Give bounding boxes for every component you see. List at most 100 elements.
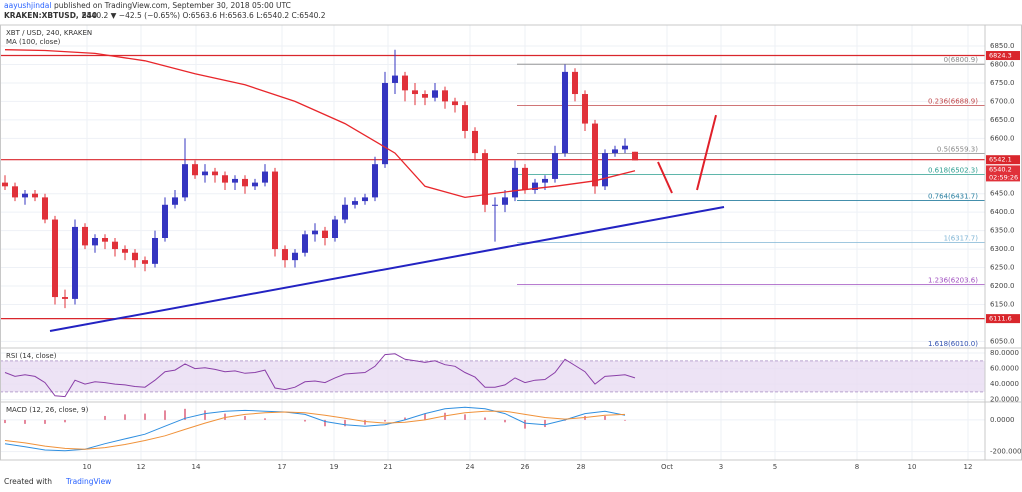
candle-body <box>362 197 368 202</box>
macd-pane <box>0 402 985 460</box>
candle-body <box>202 171 208 176</box>
x-tick-label: 3 <box>719 463 723 471</box>
candle-body <box>102 237 108 242</box>
y-tick-label: 6300.0 <box>990 245 1015 253</box>
x-tick-label: 5 <box>773 463 777 471</box>
candle-body <box>22 193 28 198</box>
y-tick-label: 60.0000 <box>990 365 1019 373</box>
candle-body <box>282 249 288 261</box>
price-badge <box>986 314 1020 324</box>
macd-histogram <box>224 413 226 420</box>
candle-body <box>62 297 68 299</box>
candle-body <box>532 182 538 191</box>
rsi-line <box>4 353 636 398</box>
ma-legend: MA (100, close) <box>6 38 61 46</box>
candle-body <box>342 204 348 220</box>
macd-histogram <box>164 410 166 420</box>
author[interactable]: aayushjindal <box>4 1 51 10</box>
x-tick-label: 24 <box>466 463 475 471</box>
price-badge-label: 6111.6 <box>989 315 1012 323</box>
y-tick-label: 20.0000 <box>990 396 1019 404</box>
macd-histogram <box>504 419 506 423</box>
candle-body <box>332 219 338 238</box>
candle-body <box>472 130 478 154</box>
price-badge <box>986 51 1020 61</box>
y-tick-label: -200.0000 <box>990 448 1022 456</box>
price-pane <box>0 25 985 348</box>
fib-label: 0.236(6688.9) <box>928 98 978 106</box>
candle-body <box>302 234 308 253</box>
candle-body <box>432 90 438 98</box>
projection <box>657 114 717 194</box>
candle-body <box>482 153 488 205</box>
candle-body <box>632 151 638 161</box>
y-tick-label: 6750.0 <box>990 79 1015 87</box>
symbol: KRAKEN:XBTUSD, 240 <box>4 11 97 20</box>
candle-body <box>602 153 608 187</box>
x-tick-label: 12 <box>964 463 973 471</box>
fib-label: 0.5(6559.3) <box>937 145 978 153</box>
candle-body <box>212 171 218 176</box>
candle-body <box>582 94 588 124</box>
candle-body <box>312 230 318 235</box>
candle-body <box>402 75 408 91</box>
candle-body <box>372 164 378 198</box>
x-tick-label: 19 <box>330 463 339 471</box>
macd-line <box>4 406 626 452</box>
rsi-pane <box>0 348 985 402</box>
fib-label: 1.618(6010.0) <box>928 340 978 348</box>
candle-body <box>122 249 128 253</box>
macd-histogram <box>204 410 206 420</box>
macd-histogram <box>384 419 386 422</box>
candle-body <box>162 204 168 238</box>
y-tick-label: 6800.0 <box>990 60 1015 68</box>
y-tick-label: 0.0000 <box>990 416 1015 424</box>
last-price-badge <box>986 165 1020 182</box>
candle-body <box>442 90 448 102</box>
macd-histogram <box>104 415 106 420</box>
candle-body <box>42 197 48 220</box>
macd-histogram <box>604 415 606 420</box>
footer-text: Created with <box>4 477 52 486</box>
candle-body <box>192 164 198 176</box>
x-tick-label: 12 <box>137 463 146 471</box>
quote: 6540.2 ▼ −42.5 (−0.65%) O:6563.6 H:6563.… <box>82 11 326 20</box>
candle-body <box>182 164 188 198</box>
macd-histogram <box>44 419 46 424</box>
candle-body <box>462 105 468 131</box>
macd-histogram <box>544 419 546 428</box>
y-tick-label: 6350.0 <box>990 227 1015 235</box>
price-badge-label: 6824.3 <box>989 52 1012 60</box>
candle-body <box>292 252 298 261</box>
countdown: 02:59:26 <box>989 173 1018 181</box>
footer-brand[interactable]: TradingView <box>65 477 111 486</box>
candle-body <box>412 90 418 95</box>
x-tick-label: 28 <box>577 463 586 471</box>
x-tick-label: 21 <box>384 463 393 471</box>
candle-body <box>542 178 548 183</box>
candle-body <box>382 82 388 165</box>
fib-label: 0.618(6502.3) <box>928 166 978 174</box>
last-price-label: 6540.2 <box>989 165 1012 173</box>
candle-body <box>512 167 518 198</box>
fib-label: 0(6800.9) <box>944 56 979 64</box>
x-tick-label: 26 <box>521 463 530 471</box>
candle-body <box>572 71 578 95</box>
y-tick-label: 6150.0 <box>990 300 1015 308</box>
macd-histogram <box>244 415 246 420</box>
macd-histogram <box>24 419 26 424</box>
candle-body <box>12 186 18 198</box>
y-tick-label: 80.0000 <box>990 349 1019 357</box>
y-tick-label: 6850.0 <box>990 42 1015 50</box>
macd-histogram <box>304 419 306 422</box>
y-tick-label: 40.0000 <box>990 380 1019 388</box>
candle-body <box>322 230 328 238</box>
candle-body <box>2 182 8 187</box>
y-tick-label: 6600.0 <box>990 134 1015 142</box>
macd-histogram <box>484 417 486 420</box>
pane-title: XBT / USD, 240, KRAKEN <box>6 29 92 37</box>
candle-body <box>152 237 158 264</box>
x-tick-label: 10 <box>908 463 917 471</box>
x-tick-label: 17 <box>278 463 287 471</box>
